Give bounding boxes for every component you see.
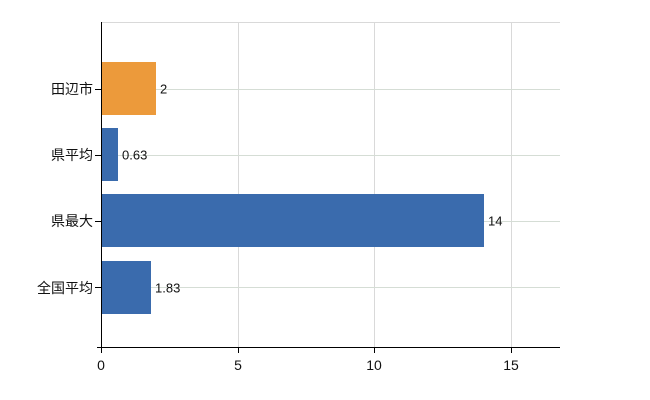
- bar-value-label: 0.63: [122, 147, 148, 163]
- bar-value-label: 14: [488, 213, 503, 229]
- x-gridline: [238, 22, 239, 347]
- x-axis-tick-label: 15: [503, 357, 519, 373]
- x-axis-tick-label: 10: [366, 357, 382, 373]
- x-axis-tick: [101, 347, 102, 353]
- bar: [101, 261, 151, 314]
- x-axis-tick: [238, 347, 239, 353]
- category-label: 県平均: [51, 147, 93, 163]
- category-tick: [95, 155, 101, 156]
- y-axis-line: [101, 22, 102, 348]
- bar-value-label: 2: [160, 81, 168, 97]
- category-tick: [95, 287, 101, 288]
- x-axis-tick: [374, 347, 375, 353]
- category-label: 全国平均: [37, 280, 93, 296]
- x-axis-tick: [511, 347, 512, 353]
- bar: [101, 128, 118, 181]
- bar-value-label: 1.83: [155, 280, 181, 296]
- x-gridline: [511, 22, 512, 347]
- x-axis-tick-label: 0: [97, 357, 105, 373]
- category-label: 田辺市: [51, 81, 93, 97]
- x-axis-tick-label: 5: [234, 357, 242, 373]
- category-gridline: [101, 287, 560, 288]
- category-label: 県最大: [51, 213, 93, 229]
- bar: [101, 194, 484, 247]
- category-tick: [95, 89, 101, 90]
- category-tick: [95, 221, 101, 222]
- category-gridline: [101, 155, 560, 156]
- plot-top-border: [101, 22, 560, 23]
- x-axis-line: [97, 347, 560, 348]
- category-gridline: [101, 89, 560, 90]
- x-gridline: [374, 22, 375, 347]
- bar: [101, 62, 156, 115]
